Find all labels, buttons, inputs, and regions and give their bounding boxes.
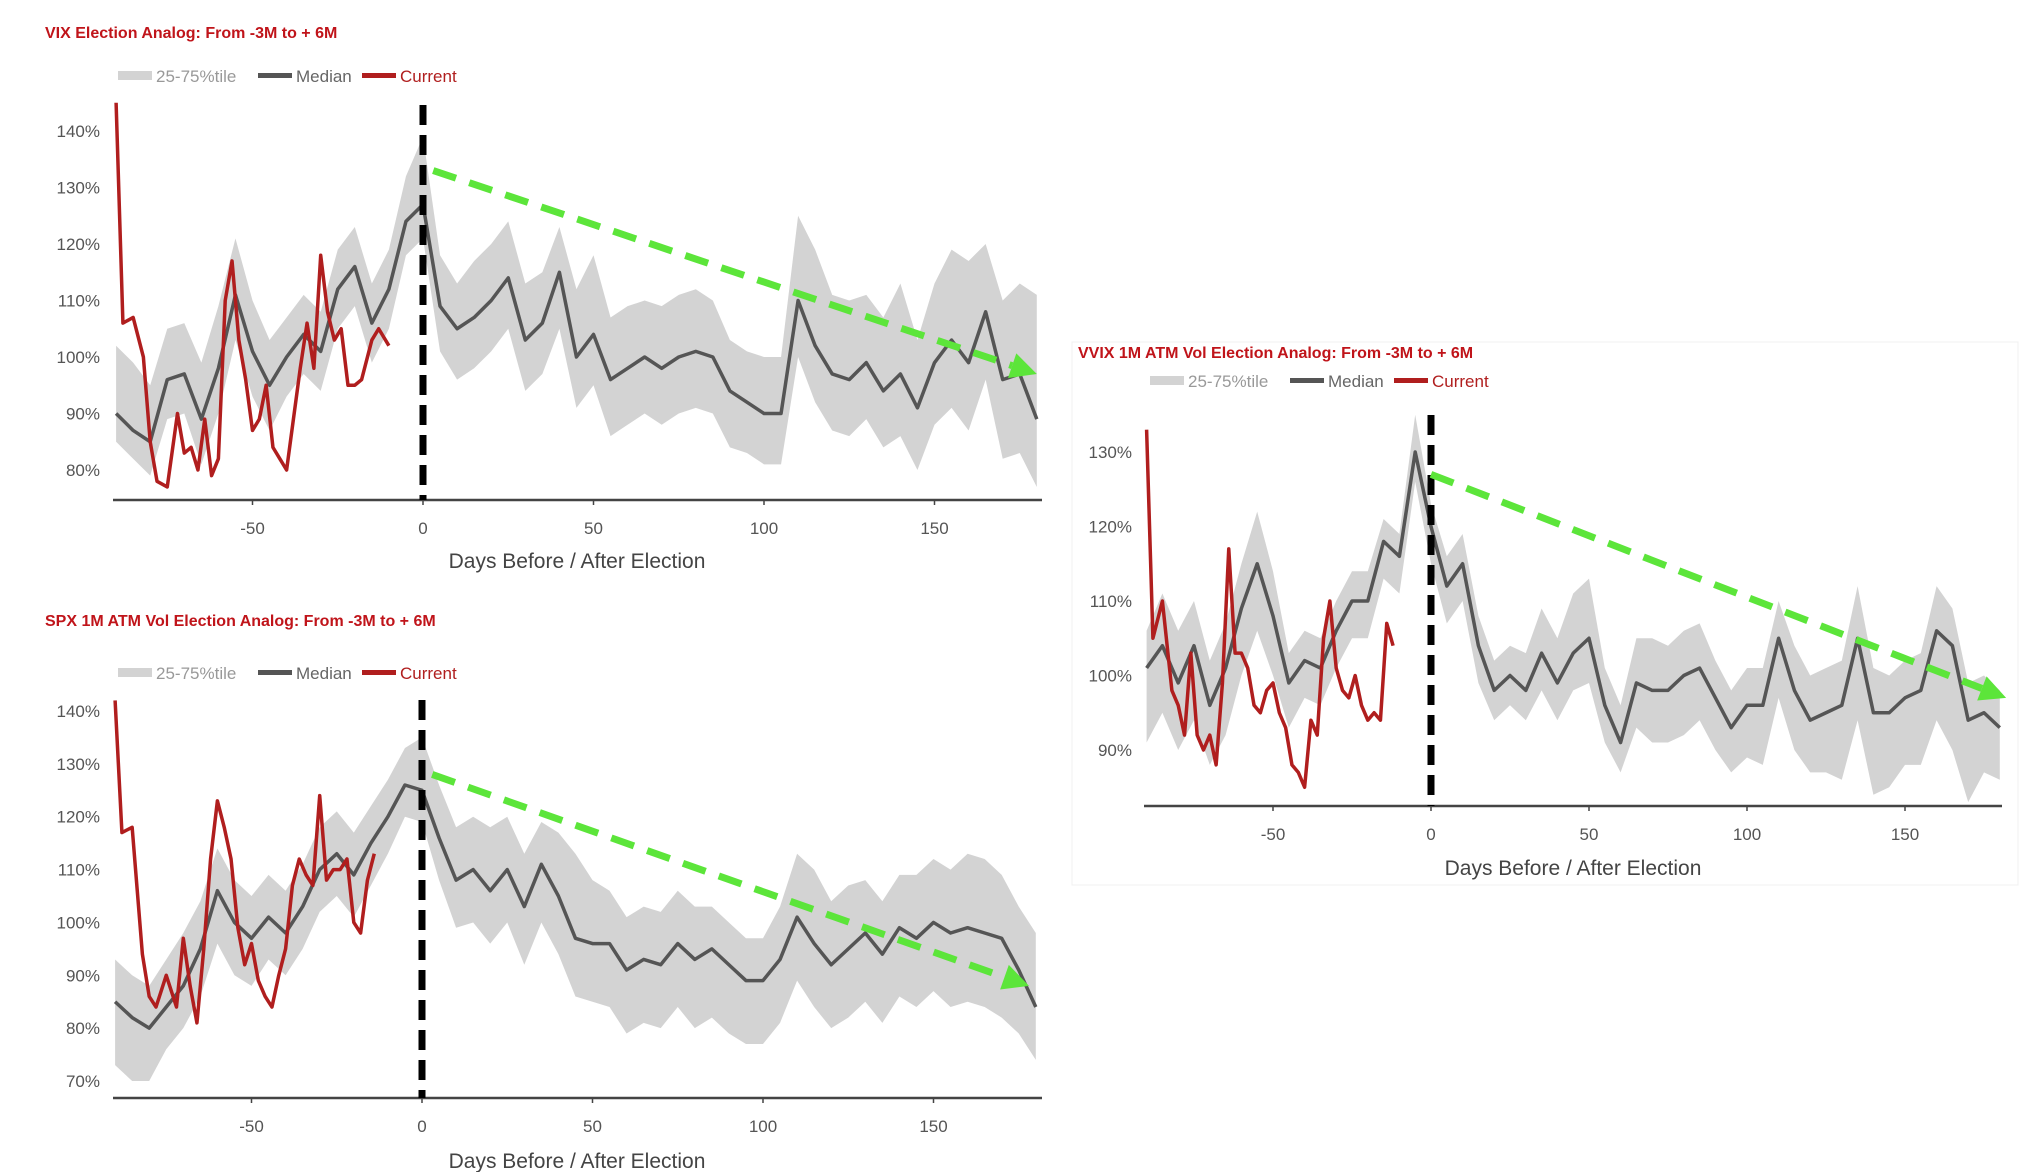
x-tick-label: -50 <box>239 1117 264 1136</box>
legend-label: Current <box>400 664 457 683</box>
trend-arrow-line <box>432 167 1014 369</box>
x-tick-label: -50 <box>1261 825 1286 844</box>
y-tick-label: 80% <box>66 461 100 480</box>
x-tick-label: 0 <box>417 1117 426 1136</box>
legend: 25-75%tile Median Current <box>118 664 457 683</box>
x-tick-label: 150 <box>920 519 948 538</box>
legend-swatch-25-75-tile <box>118 668 152 677</box>
y-tick-label: 130% <box>1089 443 1132 462</box>
legend-label: Current <box>400 67 457 86</box>
plot-area <box>114 102 1039 489</box>
percentile-band-25-75 <box>1146 414 2000 803</box>
spx-title: SPX 1M ATM Vol Election Analog: From -3M… <box>45 613 436 630</box>
legend-label: Median <box>296 664 352 683</box>
x-tick-label: 50 <box>1580 825 1599 844</box>
x-axis-title: Days Before / After Election <box>449 1150 706 1172</box>
y-tick-label: 100% <box>1089 667 1132 686</box>
x-tick-label: 150 <box>1891 825 1919 844</box>
vix-title: VIX Election Analog: From -3M to + 6M <box>45 25 337 42</box>
plot-area <box>113 700 1038 1082</box>
legend-label: Current <box>1432 372 1489 391</box>
y-tick-label: 110% <box>1090 592 1132 611</box>
x-tick-label: -50 <box>240 519 265 538</box>
x-tick-label: 100 <box>749 1117 777 1136</box>
current-line <box>1144 429 1395 789</box>
x-tick-label: 100 <box>1733 825 1761 844</box>
y-tick-label: 100% <box>57 913 100 932</box>
trend-arrow-head-icon <box>1008 353 1037 378</box>
y-tick-label: 140% <box>57 122 100 141</box>
y-tick-label: 70% <box>66 1072 100 1091</box>
x-tick-label: 50 <box>584 519 603 538</box>
legend-swatch-25-75-tile <box>118 71 152 80</box>
vvix-title: VVIX 1M ATM Vol Election Analog: From -3… <box>1078 345 1473 362</box>
legend-label: 25-75%tile <box>156 664 236 683</box>
legend: 25-75%tile Median Current <box>1150 372 1489 391</box>
median-line <box>114 202 1039 444</box>
y-tick-label: 140% <box>57 702 100 721</box>
x-axis-title: Days Before / After Election <box>1445 857 1702 880</box>
legend-swatch-current <box>362 73 396 78</box>
legend-swatch-median <box>1290 378 1324 383</box>
legend: 25-75%tile Median Current <box>118 67 457 86</box>
y-tick-label: 100% <box>57 348 100 367</box>
y-tick-label: 90% <box>66 966 100 985</box>
trend-arrow-head-icon <box>1000 964 1029 990</box>
x-axis-title: Days Before / After Election <box>449 550 706 573</box>
percentile-band-25-75 <box>116 136 1037 487</box>
legend-swatch-25-75-tile <box>1150 376 1184 385</box>
legend-swatch-median <box>258 73 292 78</box>
x-tick-label: 0 <box>418 519 427 538</box>
x-tick-label: 50 <box>583 1117 602 1136</box>
y-tick-label: 110% <box>58 861 100 880</box>
y-tick-label: 120% <box>1089 518 1132 537</box>
y-tick-label: 90% <box>1098 741 1132 760</box>
y-tick-label: 120% <box>57 808 100 827</box>
y-tick-label: 110% <box>58 292 100 311</box>
percentile-band-25-75 <box>115 737 1036 1082</box>
y-tick-label: 80% <box>66 1019 100 1038</box>
vvix-chart: VVIX 1M ATM Vol Election Analog: From -3… <box>1078 345 2007 880</box>
legend-label: 25-75%tile <box>1188 372 1268 391</box>
trend-arrow-head-icon <box>1977 676 2007 701</box>
trend-arrow-line <box>1429 471 1984 692</box>
y-tick-label: 130% <box>57 755 100 774</box>
legend-swatch-current <box>362 670 396 675</box>
y-tick-label: 90% <box>66 405 100 424</box>
x-tick-label: 150 <box>919 1117 947 1136</box>
median-line <box>113 783 1038 1030</box>
legend-swatch-current <box>1394 378 1428 383</box>
y-tick-label: 130% <box>57 179 100 198</box>
legend-swatch-median <box>258 670 292 675</box>
spx-chart: SPX 1M ATM Vol Election Analog: From -3M… <box>45 613 1042 1172</box>
current-line <box>114 102 391 489</box>
x-tick-label: 100 <box>750 519 778 538</box>
x-tick-label: 0 <box>1426 825 1435 844</box>
legend-label: 25-75%tile <box>156 67 236 86</box>
legend-label: Median <box>1328 372 1384 391</box>
current-line <box>113 700 376 1025</box>
legend-label: Median <box>296 67 352 86</box>
y-tick-label: 120% <box>57 235 100 254</box>
vix-chart: VIX Election Analog: From -3M to + 6M 25-… <box>45 25 1042 573</box>
vvix-panel-border <box>1071 341 2019 886</box>
trend-arrow-line <box>431 771 1006 981</box>
